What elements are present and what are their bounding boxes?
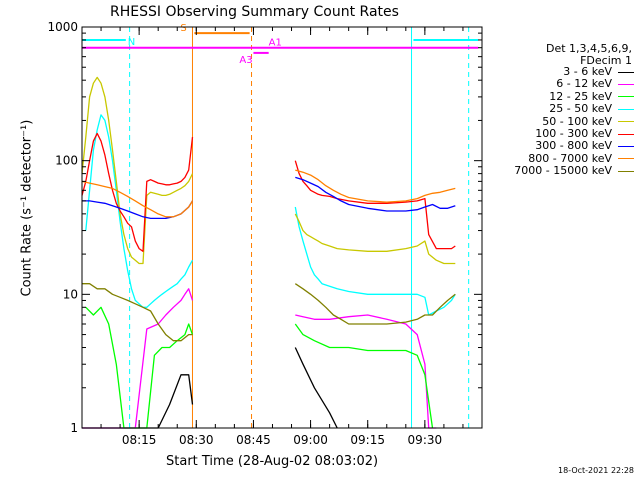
legend-swatch xyxy=(618,145,634,147)
legend-entry: 12 - 25 keV xyxy=(549,89,634,103)
series-line xyxy=(294,323,434,429)
series-line xyxy=(294,206,456,316)
marker-bar-label: A3 xyxy=(239,55,252,66)
legend-swatch xyxy=(618,96,634,98)
legend-entry: 3 - 6 keV xyxy=(563,66,634,78)
x-tick-label: 09:00 xyxy=(293,433,328,447)
legend-entry: 25 - 50 keV xyxy=(549,103,634,115)
series-line xyxy=(294,283,456,325)
legend-label: 300 - 800 keV xyxy=(535,139,612,153)
series-line xyxy=(81,76,194,265)
series-line xyxy=(81,180,194,218)
series-line xyxy=(82,283,193,342)
series-line xyxy=(295,169,456,203)
legend-label: 3 - 6 keV xyxy=(563,65,612,78)
axes: 1 10 100 1000 08:15 08:30 08:45 09:00 09:15 09:30 xyxy=(47,20,483,447)
legend-swatch xyxy=(618,158,634,160)
legend-label: 7000 - 15000 keV xyxy=(514,164,612,178)
series-line xyxy=(81,132,194,252)
legend-label: 12 - 25 keV xyxy=(549,89,612,103)
y-tick-label: 10 xyxy=(63,287,78,301)
legend-swatch xyxy=(618,121,634,123)
footer-date: 18-Oct-2021 22:28 xyxy=(558,466,634,475)
legend-header: FDecim 1 xyxy=(580,54,632,67)
series-line xyxy=(294,347,338,429)
legend-swatch xyxy=(618,83,634,85)
legend-label: 25 - 50 keV xyxy=(549,102,612,116)
series-line xyxy=(85,306,194,429)
x-tick-label: 08:30 xyxy=(179,433,214,447)
chart-title: RHESSI Observing Summary Count Rates xyxy=(110,4,399,20)
legend-header: Det 1,3,4,5,6,9, xyxy=(545,42,632,55)
legend-entry: 300 - 800 keV xyxy=(535,140,634,152)
legend-label: 6 - 12 keV xyxy=(556,77,612,91)
legend-entry: 100 - 300 keV xyxy=(535,128,634,140)
legend-swatch xyxy=(618,133,634,135)
y-tick-label: 100 xyxy=(55,154,78,168)
legend-label: 100 - 300 keV xyxy=(535,127,612,140)
instrument-markers: N S A1 A3 xyxy=(82,23,479,428)
series-lines xyxy=(81,76,456,429)
series-line xyxy=(295,176,456,212)
y-tick-label: 1000 xyxy=(47,20,78,34)
marker-bar-label: S xyxy=(180,23,186,34)
legend-swatch xyxy=(618,108,634,110)
legend-entry: 800 - 7000 keV xyxy=(528,151,634,165)
marker-bar-label: A1 xyxy=(269,38,282,49)
series-line xyxy=(294,213,456,265)
x-tick-label: 09:15 xyxy=(350,433,385,447)
series-line xyxy=(295,314,437,429)
x-tick-label: 08:15 xyxy=(122,433,157,447)
legend-label: 800 - 7000 keV xyxy=(528,151,612,165)
legend-entry: 7000 - 15000 keV xyxy=(514,165,634,177)
legend-swatch xyxy=(618,71,634,73)
legend-swatch xyxy=(618,170,634,172)
legend-entry: 50 - 100 keV xyxy=(542,114,634,128)
x-tick-label: 09:30 xyxy=(408,433,443,447)
series-line xyxy=(85,114,194,308)
plot-frame xyxy=(81,26,483,429)
x-axis-label: Start Time (28-Aug-02 08:03:02) xyxy=(166,454,379,469)
legend-label: 50 - 100 keV xyxy=(542,114,612,128)
legend-entry: 6 - 12 keV xyxy=(556,78,634,90)
y-axis-label: Count Rate (s⁻¹ detector⁻¹) xyxy=(19,119,35,297)
series-line xyxy=(82,374,194,429)
x-tick-label: 08:45 xyxy=(236,433,271,447)
y-tick-label: 1 xyxy=(70,421,78,435)
marker-bar-label: N xyxy=(128,37,135,48)
series-line xyxy=(294,160,456,250)
